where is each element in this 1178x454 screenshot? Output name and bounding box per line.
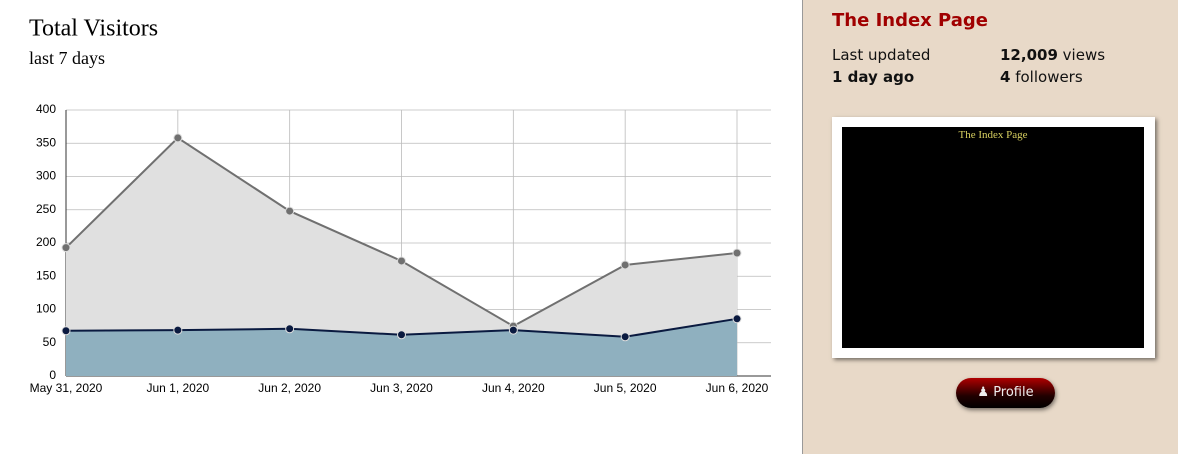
y-tick-label: 0 xyxy=(49,368,56,382)
thumbnail-text: The Index Page xyxy=(958,129,1028,141)
x-tick-label: Jun 3, 2020 xyxy=(370,381,433,395)
sidebar: The Index Page Last updated 1 day ago 12… xyxy=(802,0,1178,454)
followers-count: 4 xyxy=(1000,68,1011,86)
y-tick-label: 400 xyxy=(36,102,56,116)
views-count: 12,009 xyxy=(1000,46,1058,64)
point xyxy=(285,206,295,216)
y-tick-label: 200 xyxy=(36,235,56,249)
point xyxy=(397,330,406,340)
x-tick-label: Jun 2, 2020 xyxy=(258,381,321,395)
chart-subtitle: last 7 days xyxy=(29,48,105,68)
updated-value: 1 day ago xyxy=(832,68,915,86)
y-tick-label: 50 xyxy=(43,335,57,349)
chart: Total Visitors last 7 days 0 50 100 150 200 2… xyxy=(29,16,771,395)
point xyxy=(61,326,71,336)
point xyxy=(397,256,406,266)
y-tick-label: 100 xyxy=(36,302,56,316)
updated-label: Last updated xyxy=(832,46,931,64)
x-tick-label: May 31, 2020 xyxy=(30,381,103,395)
y-tick-label: 300 xyxy=(36,169,56,183)
followers-label: followers xyxy=(1015,68,1083,86)
profile-button[interactable]: ♟ Profile xyxy=(956,378,1055,408)
point xyxy=(173,325,183,335)
point xyxy=(173,133,183,143)
x-tick-label: Jun 1, 2020 xyxy=(146,381,209,395)
thumbnail-image: The Index Page xyxy=(842,127,1144,348)
y-tick-label: 250 xyxy=(36,202,56,216)
area-fill xyxy=(66,318,737,376)
page-title: The Index Page xyxy=(832,10,988,31)
point xyxy=(620,332,630,342)
y-tick-label: 350 xyxy=(36,135,56,149)
button-label: Profile xyxy=(993,385,1034,400)
point xyxy=(61,243,71,253)
thumbnail[interactable]: The Index Page xyxy=(832,117,1155,358)
chart-title: Total Visitors xyxy=(29,16,158,42)
area-fill xyxy=(66,137,737,376)
x-tick-label: Jun 4, 2020 xyxy=(482,381,545,395)
point xyxy=(285,324,295,334)
y-tick-label: 150 xyxy=(36,268,56,282)
x-tick-label: Jun 5, 2020 xyxy=(594,381,657,395)
x-tick-label: Jun 6, 2020 xyxy=(706,381,769,395)
point xyxy=(508,325,518,335)
point xyxy=(620,260,630,270)
followers: 4 followers xyxy=(1000,68,1083,86)
point xyxy=(732,314,742,324)
views-label: views xyxy=(1062,46,1106,64)
point xyxy=(732,248,742,258)
views: 12,009 views xyxy=(1000,46,1105,64)
